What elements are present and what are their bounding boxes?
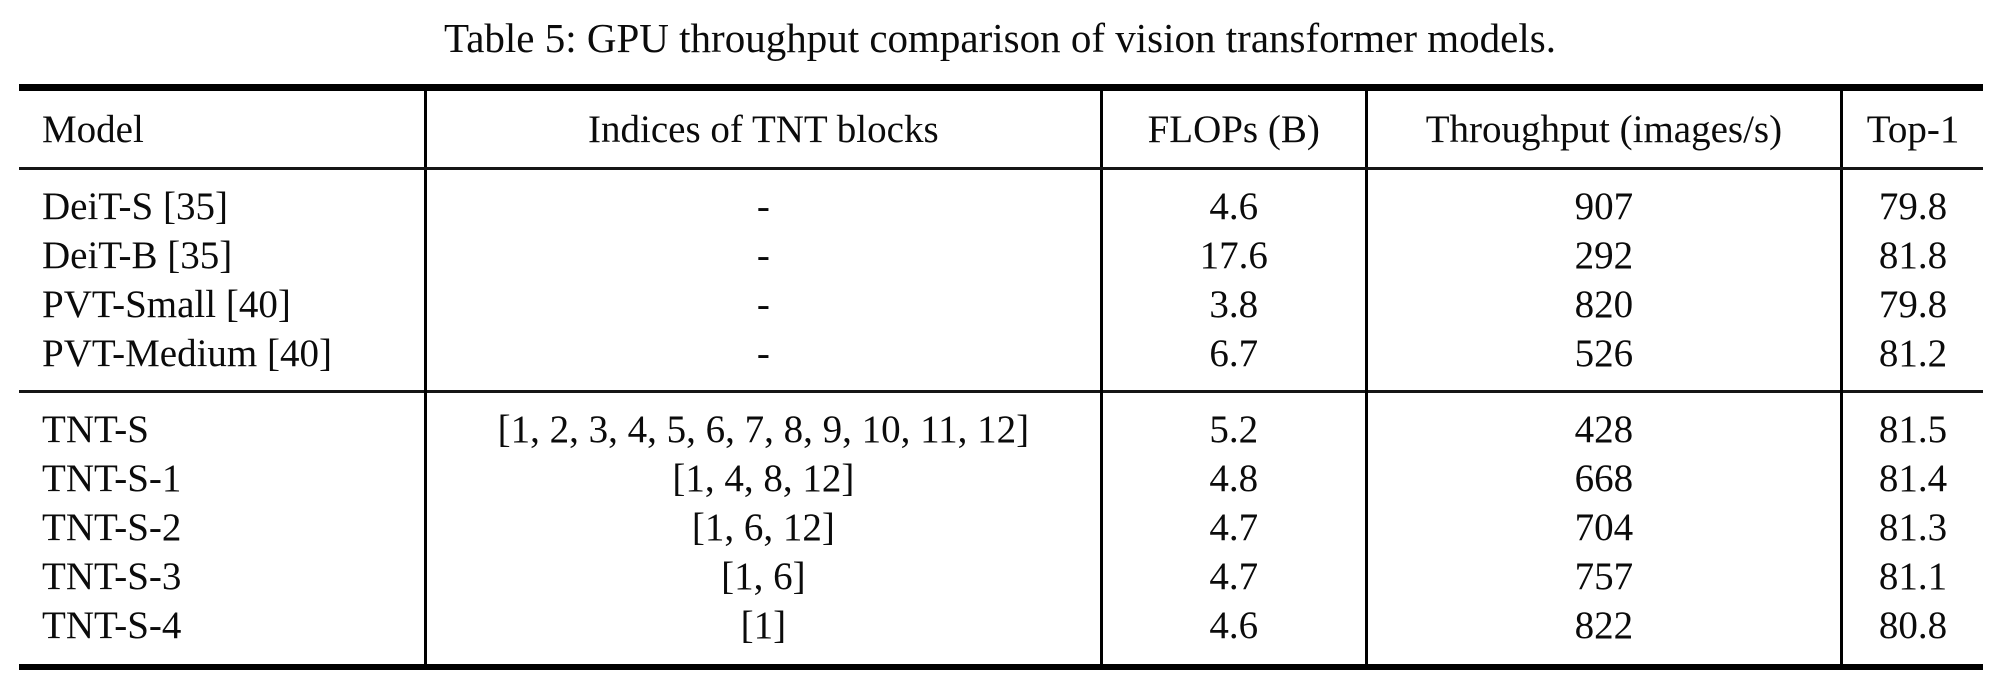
table-row: TNT-S [1, 2, 3, 4, 5, 6, 7, 8, 9, 10, 11,… bbox=[19, 390, 1983, 454]
indices-cell: [1, 6, 12] bbox=[424, 503, 1102, 552]
col-header-flops: FLOPs (B) bbox=[1099, 87, 1367, 170]
model-cell: PVT-Medium [40] bbox=[42, 332, 332, 375]
table-row: TNT-S-2 [1, 6, 12] 4.7 704 81.3 bbox=[19, 503, 1983, 552]
tnt-models-group: TNT-S [1, 2, 3, 4, 5, 6, 7, 8, 9, 10, 11,… bbox=[19, 390, 1983, 667]
top1-cell: 79.8 bbox=[1840, 280, 1983, 329]
model-cell: TNT-S-1 bbox=[42, 457, 182, 500]
throughput-cell: 822 bbox=[1364, 601, 1842, 667]
table-row: PVT-Medium [40] -6.7 526 81.2 bbox=[19, 329, 1983, 392]
table-row: TNT-S-3 [1, 6] 4.7 757 81.1 bbox=[19, 552, 1983, 601]
col-header-model: Model bbox=[19, 87, 426, 170]
flops-cell: 3.8 bbox=[1099, 280, 1367, 329]
flops-cell: 4.7 bbox=[1099, 552, 1367, 601]
throughput-cell: 526 bbox=[1364, 329, 1842, 392]
throughput-cell: 668 bbox=[1364, 454, 1842, 503]
flops-cell: 6.7 bbox=[1099, 329, 1367, 392]
table-row: DeiT-S [35] -4.6 907 79.8 bbox=[19, 168, 1983, 231]
top1-cell: 81.8 bbox=[1840, 231, 1983, 280]
col-header-top1: Top-1 bbox=[1840, 87, 1983, 170]
model-cell: DeiT-S [35] bbox=[42, 185, 228, 228]
throughput-cell: 428 bbox=[1364, 390, 1842, 454]
table-row: DeiT-B [35] -17.6 292 81.8 bbox=[19, 231, 1983, 280]
indices-cell: - bbox=[424, 280, 1102, 329]
indices-cell: [1] bbox=[424, 601, 1102, 667]
results-table: Model Indices of TNT blocks FLOPs (B) Th… bbox=[19, 84, 1983, 670]
flops-cell: 17.6 bbox=[1099, 231, 1367, 280]
flops-cell: 4.7 bbox=[1099, 503, 1367, 552]
flops-cell: 4.6 bbox=[1099, 168, 1367, 231]
model-cell: TNT-S-2 bbox=[42, 506, 182, 549]
header-row: Model Indices of TNT blocks FLOPs (B) Th… bbox=[19, 87, 1983, 170]
throughput-cell: 704 bbox=[1364, 503, 1842, 552]
top1-cell: 81.1 bbox=[1840, 552, 1983, 601]
indices-cell: - bbox=[424, 329, 1102, 392]
throughput-cell: 907 bbox=[1364, 168, 1842, 231]
throughput-cell: 820 bbox=[1364, 280, 1842, 329]
top1-cell: 81.3 bbox=[1840, 503, 1983, 552]
indices-cell: - bbox=[424, 168, 1102, 231]
flops-cell: 4.6 bbox=[1099, 601, 1367, 667]
table-row: TNT-S-4 [1] 4.6 822 80.8 bbox=[19, 601, 1983, 667]
table-row: PVT-Small [40] -3.8 820 79.8 bbox=[19, 280, 1983, 329]
model-cell: TNT-S-4 bbox=[42, 604, 182, 647]
model-cell: PVT-Small [40] bbox=[42, 283, 291, 326]
table-row: TNT-S-1 [1, 4, 8, 12] 4.8 668 81.4 bbox=[19, 454, 1983, 503]
top1-cell: 81.4 bbox=[1840, 454, 1983, 503]
top1-cell: 80.8 bbox=[1840, 601, 1983, 667]
model-cell: DeiT-B [35] bbox=[42, 234, 233, 277]
indices-cell: [1, 2, 3, 4, 5, 6, 7, 8, 9, 10, 11, 12] bbox=[424, 390, 1102, 454]
top1-cell: 81.5 bbox=[1840, 390, 1983, 454]
indices-cell: [1, 4, 8, 12] bbox=[424, 454, 1102, 503]
baseline-models-group: DeiT-S [35] -4.6 907 79.8 DeiT-B [35] -17.6 29… bbox=[19, 168, 1983, 392]
flops-cell: 4.8 bbox=[1099, 454, 1367, 503]
throughput-cell: 292 bbox=[1364, 231, 1842, 280]
throughput-cell: 757 bbox=[1364, 552, 1842, 601]
top1-cell: 81.2 bbox=[1840, 329, 1983, 392]
flops-cell: 5.2 bbox=[1099, 390, 1367, 454]
table-caption: Table 5: GPU throughput comparison of vi… bbox=[444, 15, 1556, 61]
model-cell: TNT-S bbox=[19, 390, 426, 454]
indices-cell: - bbox=[424, 231, 1102, 280]
indices-cell: [1, 6] bbox=[424, 552, 1102, 601]
col-header-throughput: Throughput (images/s) bbox=[1364, 87, 1842, 170]
model-cell: TNT-S-3 bbox=[42, 555, 182, 598]
col-header-indices: Indices of TNT blocks bbox=[424, 87, 1102, 170]
top1-cell: 79.8 bbox=[1840, 168, 1983, 231]
